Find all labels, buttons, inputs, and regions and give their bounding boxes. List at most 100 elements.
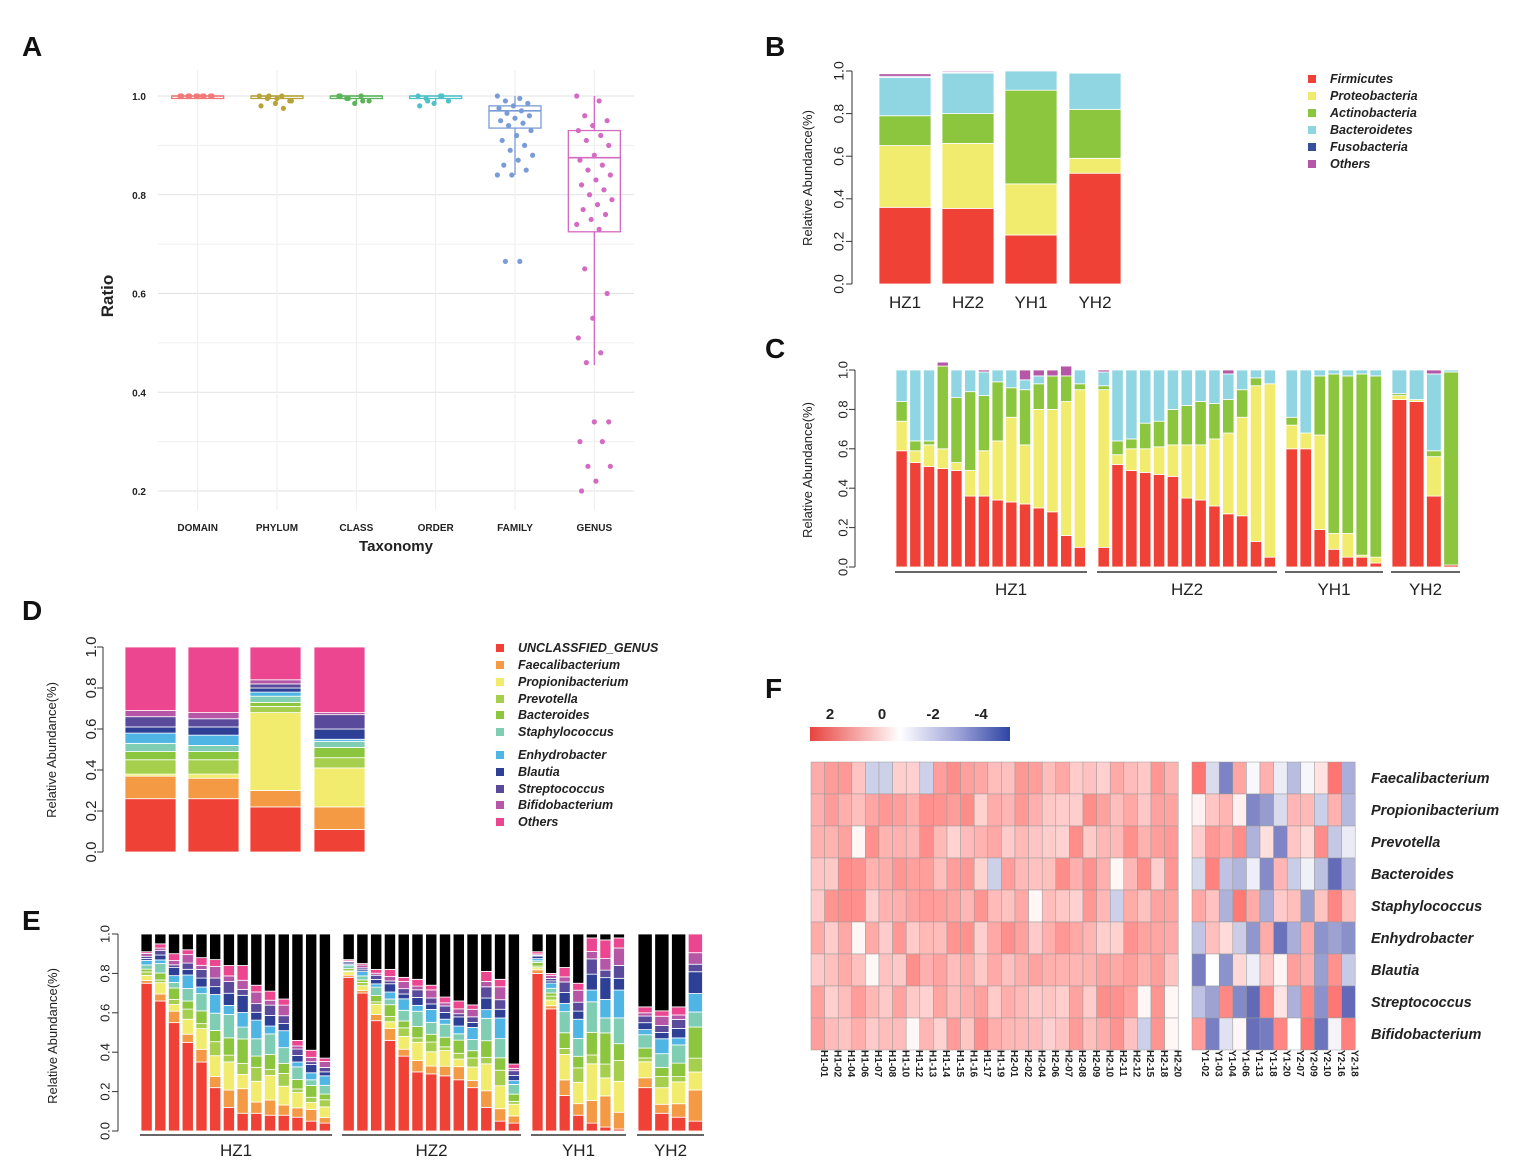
- heatmap-cell: [973, 985, 989, 1019]
- bar-segment: [572, 1001, 585, 1012]
- bar-segment: [1139, 448, 1152, 473]
- data-point: [530, 152, 536, 158]
- heatmap-cell: [1273, 889, 1288, 923]
- plot-area: [158, 70, 634, 510]
- heatmap-cell: [865, 889, 880, 923]
- heatmap-cell: [987, 857, 1002, 891]
- y-tick-label: 0.6: [132, 290, 146, 301]
- heatmap-col-label: H2-20: [1171, 1050, 1182, 1078]
- bar-segment: [249, 646, 302, 681]
- data-point: [288, 98, 294, 104]
- bar-segment: [1313, 434, 1326, 530]
- bar-segment: [209, 1041, 222, 1057]
- data-point: [601, 187, 607, 193]
- bar-segment: [209, 994, 222, 1014]
- heatmap-cell: [933, 1017, 948, 1051]
- heatmap-cell: [1218, 761, 1234, 795]
- heatmap-cell: [1232, 1017, 1247, 1051]
- bar-segment: [1060, 535, 1073, 568]
- bar-segment: [452, 1066, 465, 1081]
- data-point: [593, 478, 599, 484]
- heatmap-cell: [973, 889, 989, 923]
- heatmap-cell: [1286, 921, 1302, 955]
- bar-segment: [1426, 450, 1442, 458]
- bar-segment: [466, 1004, 479, 1010]
- bar-segment: [313, 740, 366, 748]
- bar-segment: [1236, 389, 1249, 418]
- bar-segment: [585, 1054, 598, 1065]
- bar-segment: [168, 1004, 181, 1012]
- bar-segment: [964, 470, 977, 497]
- heatmap-cell: [1055, 761, 1070, 795]
- bar-segment: [452, 1079, 465, 1132]
- legend-swatch: [1308, 75, 1316, 83]
- heatmap-col-label: H1-15: [954, 1050, 965, 1078]
- heatmap-cell: [919, 985, 934, 1019]
- legend-swatch: [496, 801, 504, 809]
- heatmap-cell: [810, 921, 825, 955]
- bar-segment: [181, 968, 194, 976]
- bar-segment: [936, 361, 949, 367]
- bar-segment: [222, 992, 235, 1006]
- bar-segment: [195, 977, 208, 988]
- bar-segment: [383, 1039, 396, 1132]
- data-point: [514, 132, 520, 139]
- heatmap-cell: [1028, 1017, 1043, 1051]
- legend-label: Enhydrobacter: [518, 748, 607, 762]
- x-tick-label: CLASS: [339, 523, 373, 534]
- heatmap-col-label: Y1-02: [1199, 1050, 1210, 1077]
- bar-segment: [452, 1016, 465, 1027]
- heatmap-cell: [878, 761, 893, 795]
- heatmap-cell: [1300, 985, 1315, 1019]
- bar-segment: [250, 1080, 263, 1103]
- heatmap-cell: [1001, 889, 1016, 923]
- bar-segment: [425, 1008, 438, 1023]
- bar-segment: [936, 468, 949, 568]
- bar-segment: [318, 1093, 331, 1101]
- heatmap-cell: [1246, 889, 1261, 923]
- heatmap-cell: [919, 857, 934, 891]
- data-point: [578, 488, 585, 494]
- panel-f: 2 0 -2 -4 Faecalibacterium Propionibacterium P…: [810, 706, 1499, 1078]
- bar-segment: [1391, 395, 1408, 400]
- heatmap-cell: [1014, 1017, 1029, 1051]
- heatmap-cell: [1286, 889, 1302, 923]
- x-tick-label: DOMAIN: [177, 523, 218, 534]
- legend-swatch: [1308, 126, 1316, 134]
- legend-swatch: [1308, 92, 1316, 100]
- heatmap-cell: [973, 921, 989, 955]
- bar-segment: [613, 937, 625, 949]
- heatmap-cell: [1164, 921, 1179, 955]
- heatmap-cell: [1082, 985, 1097, 1019]
- bar-segment: [494, 1085, 507, 1110]
- bar-segment: [168, 967, 181, 977]
- heatmap-cell: [851, 921, 866, 955]
- heatmap-cell: [1232, 857, 1247, 891]
- data-point: [187, 93, 193, 99]
- bar-segment: [1068, 72, 1122, 110]
- bar-segment: [425, 1073, 438, 1132]
- data-point: [266, 93, 272, 99]
- bar-segment: [1313, 369, 1326, 377]
- heatmap-cell: [837, 1017, 853, 1051]
- bar-segment: [687, 933, 703, 954]
- bar-segment: [222, 1014, 235, 1039]
- bar-segment: [507, 1093, 520, 1102]
- bar-segment: [1046, 408, 1059, 513]
- heatmap-cell: [946, 1017, 961, 1051]
- heatmap-cell: [837, 889, 853, 923]
- bar-segment: [356, 982, 369, 987]
- heatmap-col-label: H2-08: [1076, 1050, 1087, 1078]
- heatmap-row-label: Bifidobacterium: [1371, 1027, 1481, 1043]
- bar-segment: [1111, 454, 1124, 465]
- bar-segment: [1005, 387, 1018, 418]
- heatmap-cell: [1001, 825, 1016, 859]
- bar-segment: [507, 1083, 520, 1095]
- heatmap-cell: [987, 793, 1002, 827]
- bar-segment: [494, 1017, 507, 1040]
- bar-segment: [222, 1005, 235, 1015]
- bar-segment: [585, 937, 598, 952]
- x-tick-label: FAMILY: [497, 523, 533, 534]
- heatmap-cell: [905, 953, 921, 987]
- data-point: [510, 103, 516, 109]
